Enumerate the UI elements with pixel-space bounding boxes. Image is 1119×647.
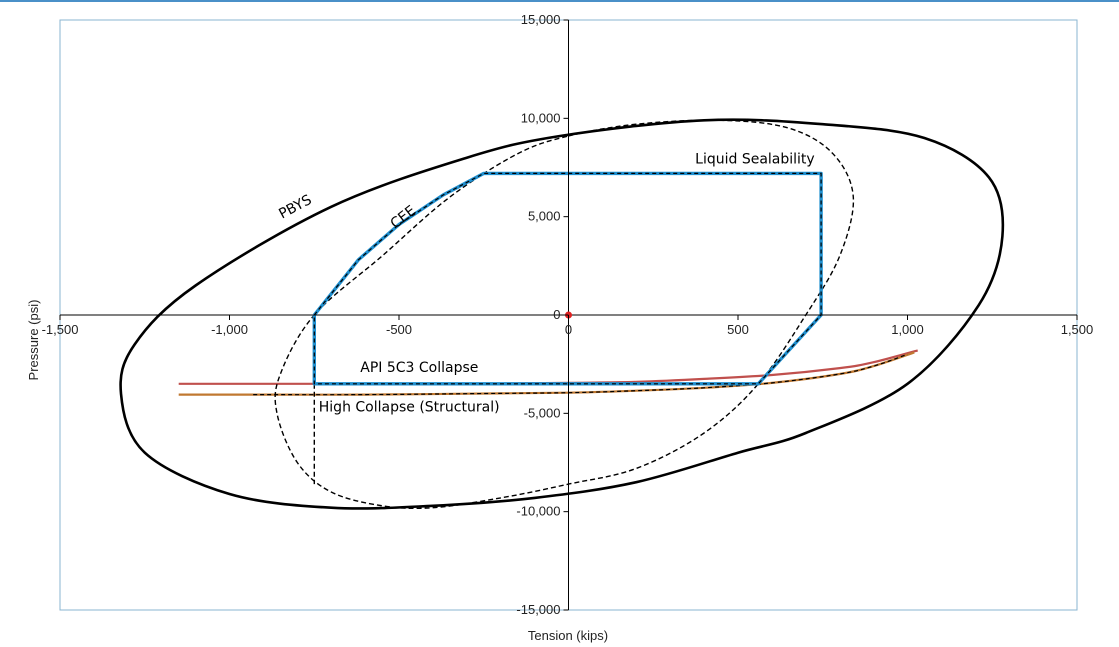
- series-envelope-dash-overlay: [313, 172, 822, 385]
- y-tick-label: -5,000: [524, 405, 561, 420]
- top-accent-rule: [0, 0, 1119, 2]
- series-high-collapse-dash-overlay: [253, 353, 908, 396]
- annotation-high: High Collapse (Structural): [319, 399, 500, 415]
- y-tick-label: 0: [553, 307, 560, 322]
- tick-label-layer: -1,500 -1,000 -500 0 500 1,000 1,500 -15,000 -10…: [42, 12, 1094, 617]
- x-tick-label: 500: [727, 322, 749, 337]
- y-tick-label: 5,000: [528, 209, 561, 224]
- y-axis-title: Pressure (psi): [26, 300, 41, 381]
- x-tick-label: -1,500: [42, 322, 79, 337]
- series-pbys-ellipse: [119, 118, 1005, 510]
- annotation-api: API 5C3 Collapse: [360, 360, 478, 376]
- annotation-liquid: Liquid Sealability: [695, 152, 815, 168]
- x-tick-label: 1,500: [1061, 322, 1094, 337]
- x-tick-label: 0: [565, 322, 572, 337]
- x-tick-label: -500: [386, 322, 412, 337]
- series-cee-ellipse: [274, 119, 855, 510]
- series-liquid-sealability-envelope: [312, 171, 823, 386]
- y-tick-label: 10,000: [521, 110, 561, 125]
- x-axis-title: Tension (kips): [528, 628, 608, 643]
- series-layer: [119, 118, 1005, 510]
- y-tick-label: -10,000: [516, 504, 560, 519]
- y-tick-label: 15,000: [521, 12, 561, 27]
- y-tick-label: -15,000: [516, 602, 560, 617]
- x-tick-label: -1,000: [211, 322, 248, 337]
- x-tick-label: 1,000: [891, 322, 924, 337]
- series-high-collapse-line: [178, 351, 915, 396]
